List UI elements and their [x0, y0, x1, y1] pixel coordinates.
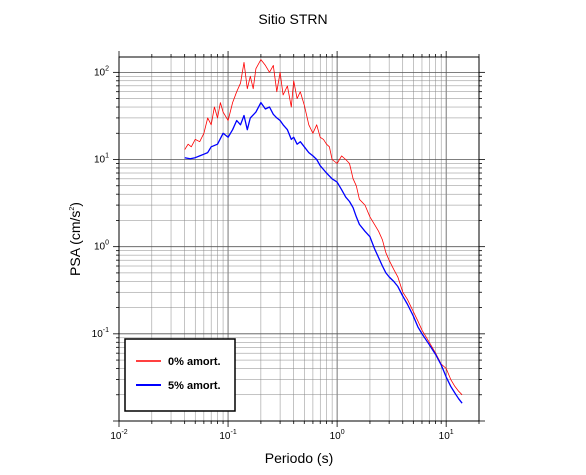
tick-labels: 10-2 10-1 100 101 10-1 100 101 102 [92, 65, 454, 442]
x-tick-label: 100 [330, 429, 345, 442]
legend-box [124, 338, 236, 412]
series-line-0 [184, 59, 463, 396]
grid [118, 57, 480, 422]
plot-frame [118, 56, 480, 422]
y-tick-label: 10-1 [92, 327, 109, 340]
y-tick-label: 100 [94, 240, 109, 253]
legend: 0% amort. 5% amort. [124, 338, 236, 412]
x-axis-label: Periodo (s) [265, 450, 333, 466]
x-tick-label: 101 [439, 429, 454, 442]
x-tick-label: 10-2 [110, 429, 127, 442]
x-tick-label: 10-1 [219, 429, 236, 442]
y-axis-label-sup: 2 [69, 207, 76, 211]
ticks [113, 51, 485, 427]
y-axis-label-close: ) [67, 202, 83, 207]
legend-label-0: 0% amort. [168, 356, 221, 368]
y-axis-label: PSA (cm/s2) [67, 202, 83, 276]
legend-label-1: 5% amort. [168, 380, 221, 392]
series-line-1 [184, 101, 463, 404]
y-tick-label: 101 [94, 153, 109, 166]
series-layer [184, 59, 463, 404]
chart-title: Sitio STRN [258, 11, 327, 27]
y-tick-label: 102 [94, 65, 109, 78]
y-axis-label-base: PSA (cm/s [67, 211, 83, 276]
